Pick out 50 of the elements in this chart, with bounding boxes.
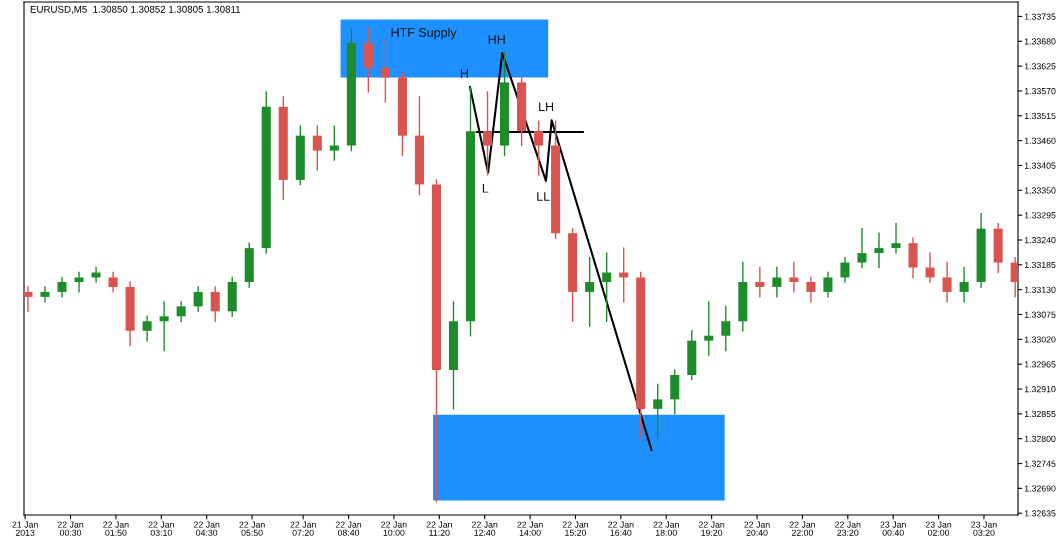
- y-tick-label: 1.33185: [1024, 261, 1056, 269]
- y-tick-label: 1.32745: [1024, 460, 1056, 467]
- y-tick-label: 1.32855: [1024, 410, 1056, 418]
- y-tick-label: 1.33625: [1024, 63, 1056, 70]
- x-tick-label: 22 Jan 01:50: [103, 521, 129, 536]
- y-tick-label: 1.33515: [1024, 112, 1056, 120]
- annotation: H: [460, 69, 468, 78]
- y-tick-label: 1.33350: [1024, 187, 1056, 194]
- y-tick-label: 1.32690: [1024, 485, 1056, 492]
- x-tick-label: 23 Jan 02:00: [925, 521, 952, 536]
- y-tick-label: 1.32965: [1024, 361, 1056, 368]
- x-tick-label: 21 Jan 2013: [12, 521, 38, 536]
- chart-title: EURUSD,M5 1.30850 1.30852 1.30805 1.30811: [30, 5, 241, 14]
- x-tick-label: 22 Jan 16:40: [608, 521, 634, 536]
- annotation: HH: [488, 35, 505, 44]
- x-tick-label: 22 Jan 19:20: [698, 521, 725, 536]
- x-tick-label: 22 Jan 08:40: [335, 521, 362, 536]
- y-tick-label: 1.33240: [1024, 237, 1056, 244]
- annotation: HTF Supply: [391, 27, 457, 40]
- y-tick-label: 1.33295: [1024, 212, 1056, 219]
- x-tick-label: 23 Jan 03:20: [971, 521, 997, 536]
- annotation: L: [482, 184, 489, 193]
- x-tick-label: 23 Jan 00:40: [880, 521, 906, 536]
- y-tick-label: 1.33570: [1024, 88, 1056, 95]
- y-tick-label: 1.32910: [1024, 386, 1056, 393]
- x-tick-label: 22 Jan 11:20: [426, 521, 452, 536]
- y-tick-label: 1.33735: [1024, 13, 1056, 20]
- y-tick-label: 1.33680: [1024, 38, 1056, 45]
- x-tick-label: 22 Jan 23:20: [835, 521, 861, 536]
- y-tick-label: 1.32635: [1024, 510, 1056, 517]
- y-tick-label: 1.33020: [1024, 336, 1056, 343]
- x-tick-label: 22 Jan 03:10: [148, 521, 174, 536]
- x-tick-label: 22 Jan 14:00: [517, 521, 543, 536]
- annotation: LH: [539, 102, 554, 112]
- x-tick-label: 22 Jan 04:30: [193, 521, 220, 536]
- x-tick-label: 22 Jan 20:40: [744, 521, 770, 536]
- y-tick-label: 1.33405: [1024, 162, 1056, 169]
- y-tick-label: 1.33460: [1024, 137, 1056, 144]
- y-tick-label: 1.32800: [1024, 435, 1056, 442]
- x-tick-label: 22 Jan 22:00: [789, 521, 815, 536]
- x-tick-label: 22 Jan 15:20: [562, 521, 589, 536]
- x-tick-label: 22 Jan 18:00: [653, 521, 679, 536]
- annotation: LL: [537, 192, 550, 201]
- x-tick-label: 22 Jan 00:30: [57, 521, 84, 536]
- x-tick-label: 22 Jan 10:00: [381, 521, 407, 536]
- x-tick-label: 22 Jan 07:20: [290, 521, 316, 536]
- x-tick-label: 22 Jan 12:40: [472, 521, 498, 536]
- x-tick-label: 22 Jan 05:50: [239, 521, 265, 536]
- y-tick-label: 1.33130: [1024, 286, 1056, 293]
- y-tick-label: 1.33075: [1024, 311, 1056, 318]
